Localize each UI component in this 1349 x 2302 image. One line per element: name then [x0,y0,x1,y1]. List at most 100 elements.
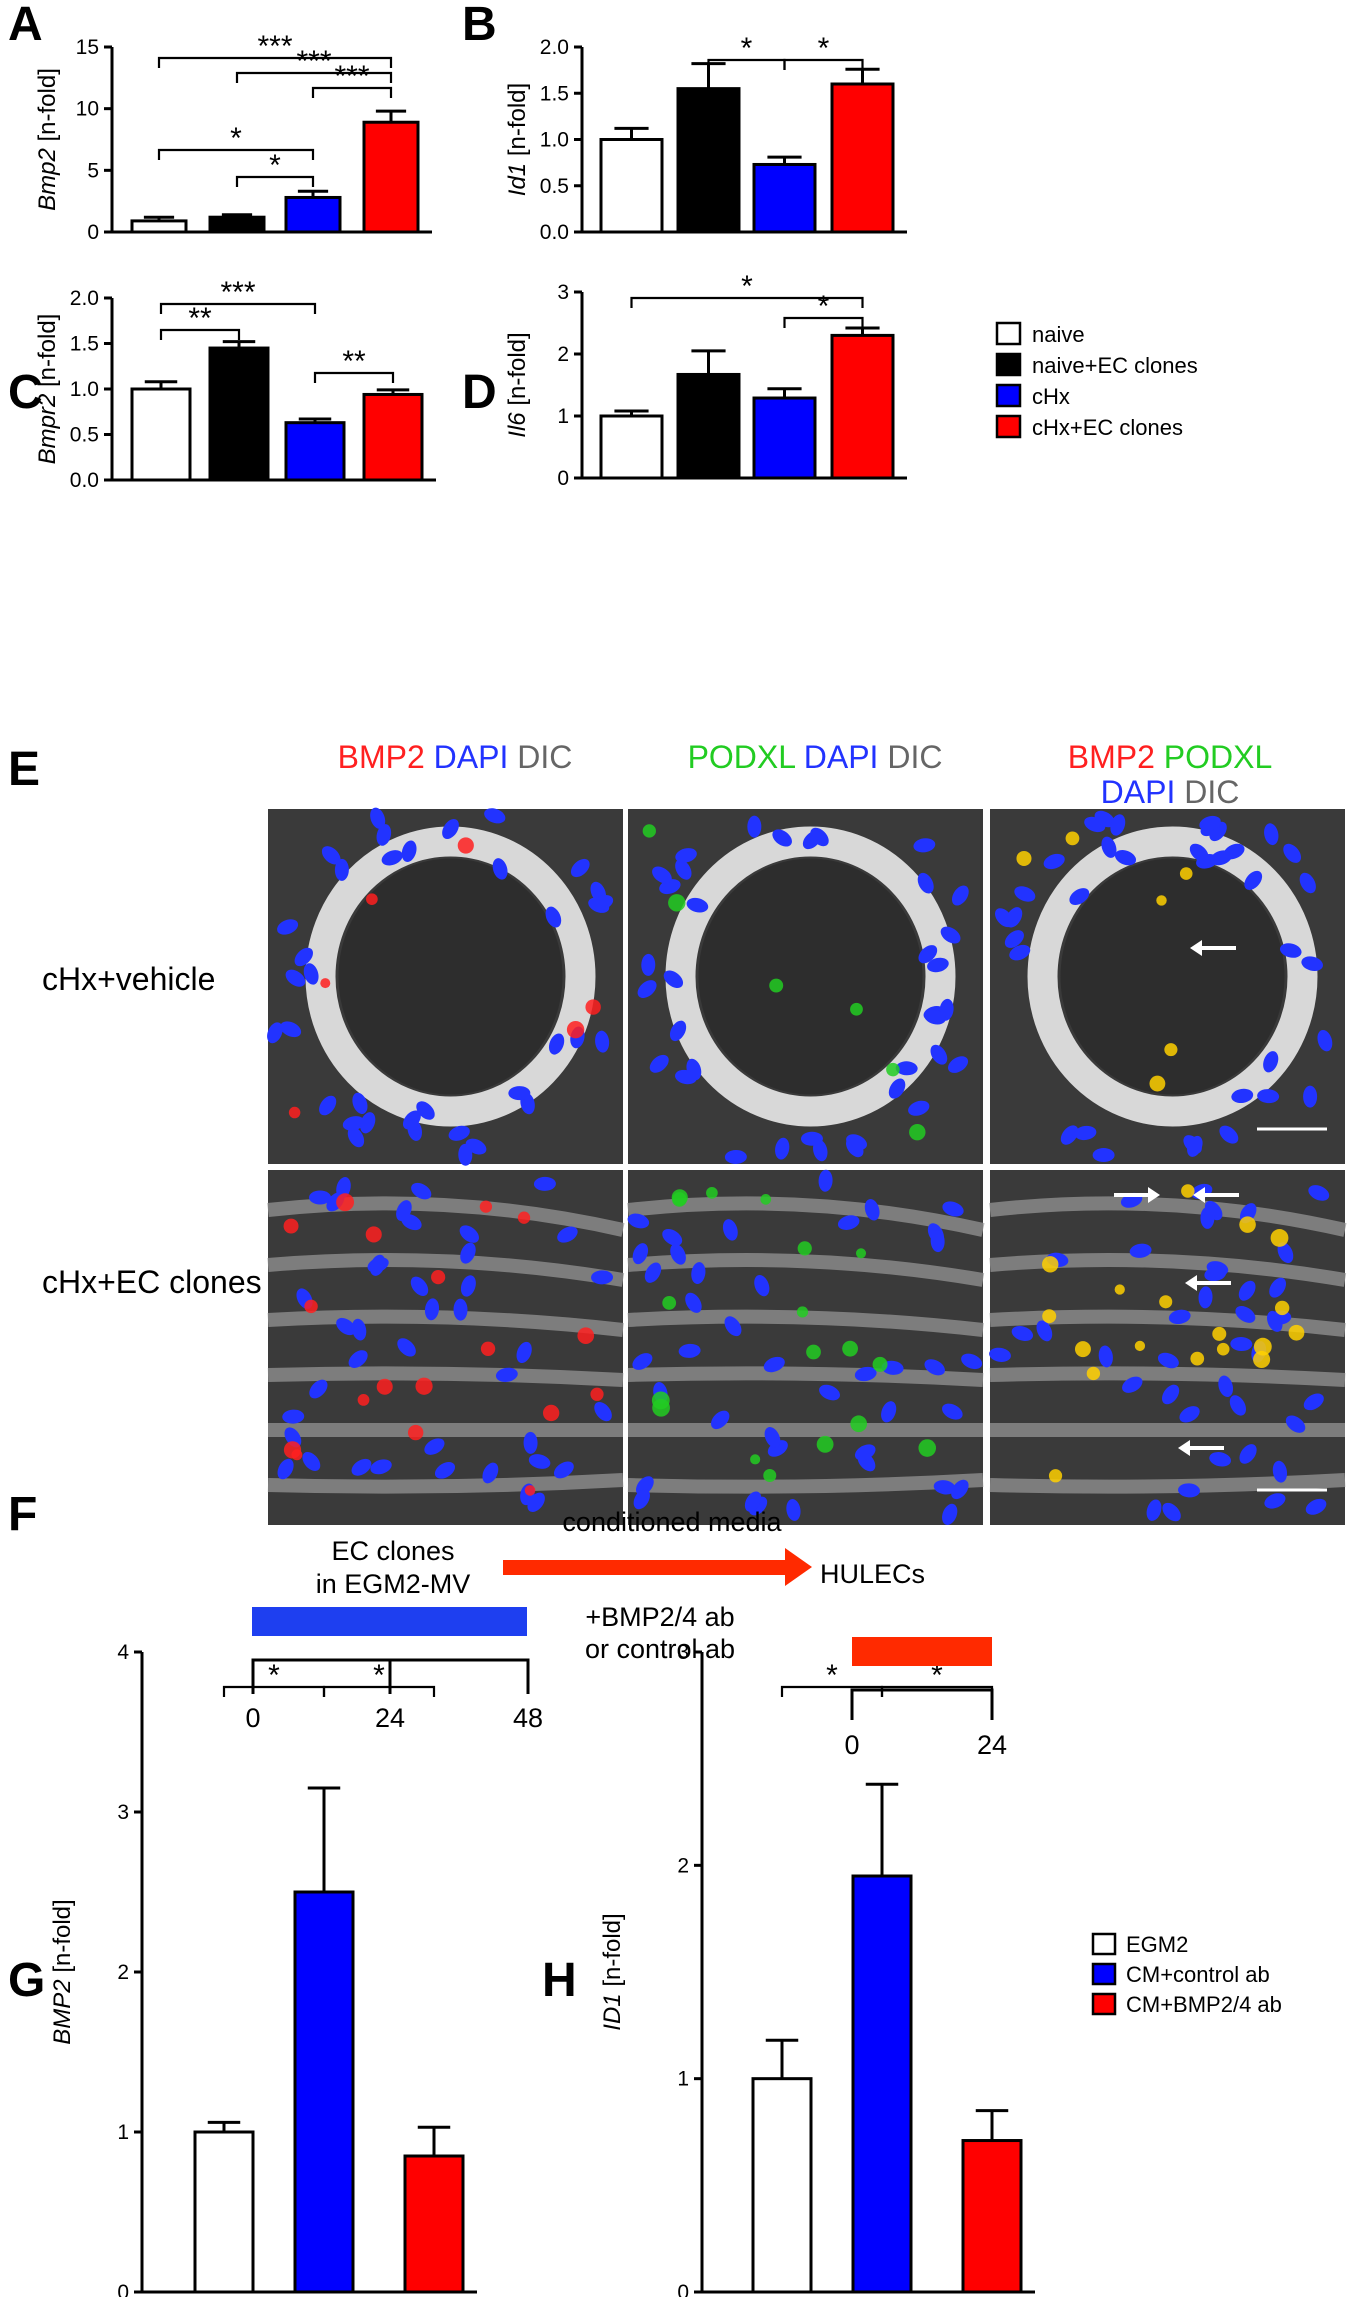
nucleus-dapi [347,1126,365,1148]
ec-culture-bar [252,1607,527,1636]
panel-letter-b: B [462,0,497,51]
legend-label-chx-ec: cHx+EC clones [1032,415,1183,440]
nucleus-dapi [528,1454,551,1469]
nucleus-dapi [595,1030,610,1053]
y-tick-label: 2.0 [70,287,99,310]
nucleus-dapi [1317,1029,1333,1052]
nucleus-dapi [397,1338,416,1357]
legend-label-cm-control: CM+control ab [1126,1962,1270,1987]
stain-signal [1212,1326,1227,1341]
nucleus-dapi [1199,815,1221,831]
nucleus-dapi [1264,1493,1286,1509]
nucleus-dapi [663,970,684,988]
legend-label-naive: naive [1032,322,1085,347]
nucleus-dapi [772,829,792,847]
bar-chx [284,421,346,482]
row-label-ec-clones: cHx+EC clones [42,1264,262,1300]
nucleus-dapi [846,1137,864,1158]
nucleus-dapi [492,858,508,880]
nucleus-dapi [442,819,459,839]
nucleus-dapi [407,1119,423,1141]
nucleus-dapi [370,807,386,829]
nucleus-dapi [710,1410,730,1430]
nucleus-dapi [396,1200,412,1222]
col1-stain-dic: DIC [517,739,572,775]
nucleus-dapi [1218,1375,1234,1398]
nucleus-dapi [1011,1326,1034,1341]
y-tick-label: 2 [117,1961,129,1984]
nucleus-dapi [434,1462,456,1479]
nucleus-dapi [1200,1206,1215,1229]
tissue-strand [627,1366,984,1387]
y-tick-label: 1.5 [540,82,569,105]
nucleus-dapi [1209,1452,1232,1467]
nucleus-dapi [632,1243,649,1265]
stain-signal [886,1062,900,1077]
conditioned-media-label: conditioned media [562,1507,782,1537]
nucleus-dapi [411,1182,432,1200]
nucleus-dapi [1269,1277,1287,1298]
significance-label: * [818,290,830,323]
y-tick-label: 0.5 [70,424,99,447]
nucleus-dapi [303,963,319,985]
nucleus-dapi [1219,1125,1239,1144]
legend-swatch-chx-ec [995,414,1022,439]
nucleus-dapi [675,1069,697,1085]
col3-header-line2: DAPI DIC [1101,774,1240,810]
nucleus-dapi [1305,1498,1327,1515]
nucleus-dapi [294,947,314,967]
nucleus-dapi [1231,1088,1254,1104]
y-tick-label: 2.0 [540,36,569,59]
bar-cm-bmp2-4-ab [403,2154,465,2294]
stain-signal [457,837,474,854]
y-tick-label: 10 [76,98,99,121]
conditioned-media-arrowhead [785,1548,812,1586]
nucleus-dapi [637,980,657,998]
micrograph-r2-c3 [989,1170,1347,1525]
nucleus-dapi [545,906,562,928]
stain-signal [1086,1366,1101,1381]
significance-bracket [783,316,864,328]
col3-stain-dapi: DAPI [1101,774,1176,810]
nucleus-dapi [591,894,614,911]
nucleus-dapi [1204,1266,1227,1282]
nucleus-dapi [652,866,672,884]
nucleus-dapi [1162,1502,1181,1522]
stain-signal [283,1218,299,1234]
y-tick-label: 0 [557,467,569,490]
stain-signal [1149,1075,1166,1092]
significance-bracket [235,175,315,187]
nucleus-dapi [342,1116,365,1131]
chart-g: 0 1 2 3 4 BMP2 [n-fold] * * [49,1641,477,2302]
nucleus-dapi [1157,1352,1179,1369]
stain-signal [479,1200,493,1213]
y-axis-label: BMP2 [n-fold] [49,1899,76,2044]
hulecs-label: HULECs [820,1559,925,1589]
y-axis-label: Bmp2 [n-fold] [34,68,61,211]
chart-b: 0.0 0.5 1.0 1.5 2.0 Id1 [n-fold] * * [504,32,907,244]
nucleus-dapi [819,1384,840,1401]
nucleus-dapi [854,1444,876,1461]
nucleus-dapi [1198,1286,1213,1309]
nucleus-dapi [685,1292,702,1313]
panel-letter-a: A [8,0,43,51]
arrow-icon [1148,1187,1160,1203]
col2-stain-dic: DIC [887,739,942,775]
nucleus-dapi [1069,888,1090,906]
stain-signal [1253,1337,1272,1356]
nucleus-dapi [995,908,1013,928]
legend-swatch-naive [995,321,1022,346]
nucleus-dapi [376,824,392,846]
vessel-wall [1027,826,1318,1127]
nucleus-dapi [670,1243,686,1265]
nucleus-dapi [951,1479,969,1500]
nucleus-dapi [277,919,299,935]
y-axis-gene: ID1 [599,1993,626,2030]
y-axis-gene: BMP2 [49,1979,76,2044]
significance-label: *** [220,276,255,309]
tissue-strand [989,1473,1346,1494]
nucleus-dapi [1161,1384,1180,1405]
nucleus-dapi [410,1276,429,1297]
nucleus-dapi [1239,1444,1257,1464]
